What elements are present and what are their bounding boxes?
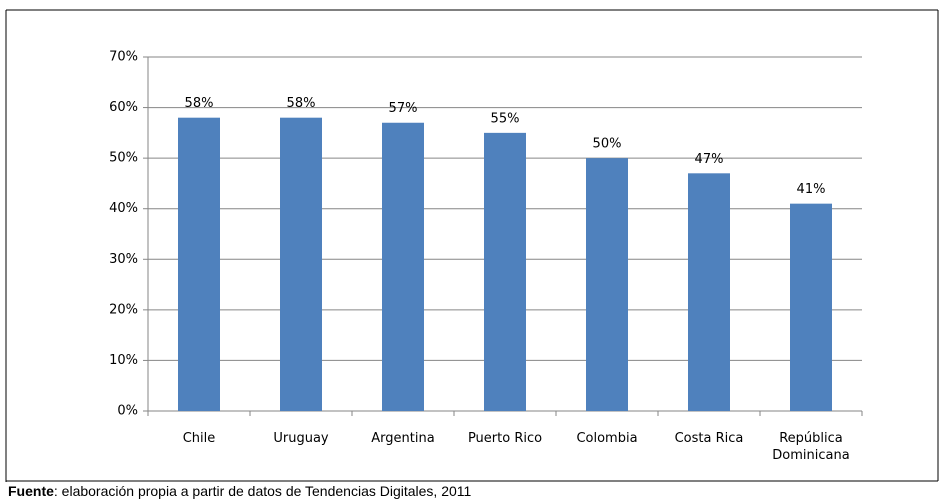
data-label: 58% (287, 96, 316, 111)
bar (688, 173, 730, 411)
y-tick-label: 30% (109, 252, 138, 267)
x-tick-label: Chile (182, 431, 216, 446)
source-text: : elaboración propia a partir de datos d… (53, 483, 472, 499)
x-tick-label: República Dominicana (772, 431, 850, 463)
bar (586, 158, 628, 411)
x-tick-label: Uruguay (273, 431, 329, 446)
y-tick-label: 70% (109, 50, 138, 65)
data-label: 58% (185, 96, 214, 111)
x-tick-label: Costa Rica (674, 431, 744, 446)
y-tick-label: 0% (117, 404, 138, 419)
bar (484, 132, 526, 411)
x-tick-label: Puerto Rico (467, 431, 543, 446)
source-note: Fuente: elaboración propia a partir de d… (8, 483, 471, 499)
data-label: 55% (491, 111, 520, 126)
chart: 0% 10% 20% 30% 40% 50% 60% 70% 58% 58% 57% 55% 50% 47… (5, 9, 939, 482)
y-tick-label: 20% (109, 302, 138, 317)
x-tick-label: Argentina (371, 431, 435, 446)
data-label: 50% (593, 137, 622, 152)
bar (280, 117, 322, 411)
y-tick-label: 40% (109, 201, 138, 216)
bar (790, 203, 832, 411)
y-tick-label: 50% (109, 151, 138, 166)
bar (382, 122, 424, 411)
y-tick-label: 10% (109, 353, 138, 368)
bar (178, 117, 220, 411)
x-tick-label: Colombia (576, 431, 638, 446)
y-tick-label: 60% (109, 100, 138, 115)
data-label: 47% (695, 152, 724, 167)
data-label: 57% (389, 101, 418, 116)
source-label: Fuente (8, 483, 54, 499)
data-label: 41% (797, 182, 826, 197)
